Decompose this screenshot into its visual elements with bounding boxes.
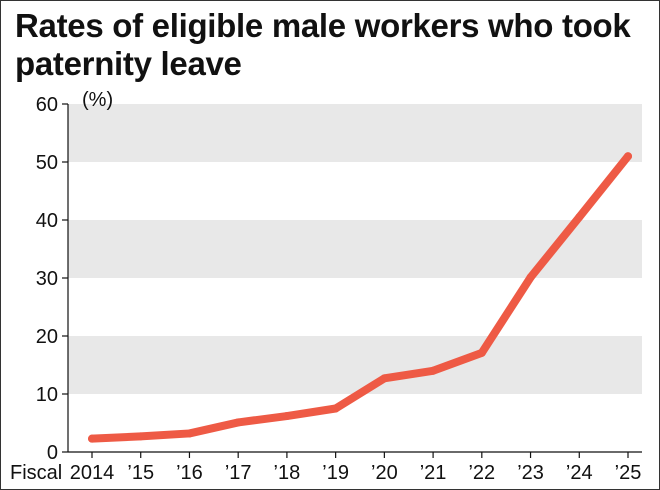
data-point: [575, 213, 584, 222]
grid-band: [68, 336, 642, 394]
x-tick-label: ’15: [127, 462, 154, 484]
x-tick-label: ’19: [322, 462, 349, 484]
data-point: [429, 366, 438, 375]
series-group: [88, 152, 632, 443]
grid-band: [68, 104, 642, 162]
y-tick-label: 50: [36, 152, 58, 174]
data-point: [624, 152, 632, 161]
y-tick-label: 30: [36, 268, 58, 290]
data-point: [526, 273, 535, 282]
y-tick-label: 10: [36, 384, 58, 406]
x-tick-label: ’21: [420, 462, 447, 484]
y-tick-label: 0: [47, 442, 58, 464]
series-line: [88, 152, 632, 443]
data-point: [88, 434, 96, 443]
y-unit-label: (%): [82, 89, 113, 111]
data-point: [136, 432, 145, 441]
data-point: [331, 404, 340, 413]
x-tick-label: ’23: [517, 462, 544, 484]
grid-bands: [68, 104, 642, 394]
data-point: [234, 418, 243, 427]
x-tick-label: ’17: [225, 462, 252, 484]
grid-band: [68, 220, 642, 278]
x-axis-ticks: 2014 ’15 ’16 ’17 ’18 ’19 ’20 ’21 ’22 ’23 ’24 ’25: [70, 452, 642, 484]
y-axis-ticks: 0 10 20 30 40 50 60: [36, 94, 68, 464]
x-tick-label: ’25: [615, 462, 642, 484]
x-tick-label: ’20: [371, 462, 398, 484]
x-tick-label: ’16: [176, 462, 203, 484]
y-tick-label: 20: [36, 326, 58, 348]
data-point: [380, 374, 389, 383]
x-tick-label: ’18: [274, 462, 301, 484]
x-axis-prefix-label: Fiscal: [10, 462, 62, 484]
chart-title: Rates of eligible male workers who took …: [15, 7, 631, 82]
x-tick-label: 2014: [70, 462, 115, 484]
y-tick-label: 60: [36, 94, 58, 116]
data-point: [477, 348, 486, 357]
data-point: [185, 429, 194, 438]
x-tick-label: ’24: [566, 462, 593, 484]
y-tick-label: 40: [36, 210, 58, 232]
data-point: [282, 412, 291, 421]
x-tick-label: ’22: [468, 462, 495, 484]
